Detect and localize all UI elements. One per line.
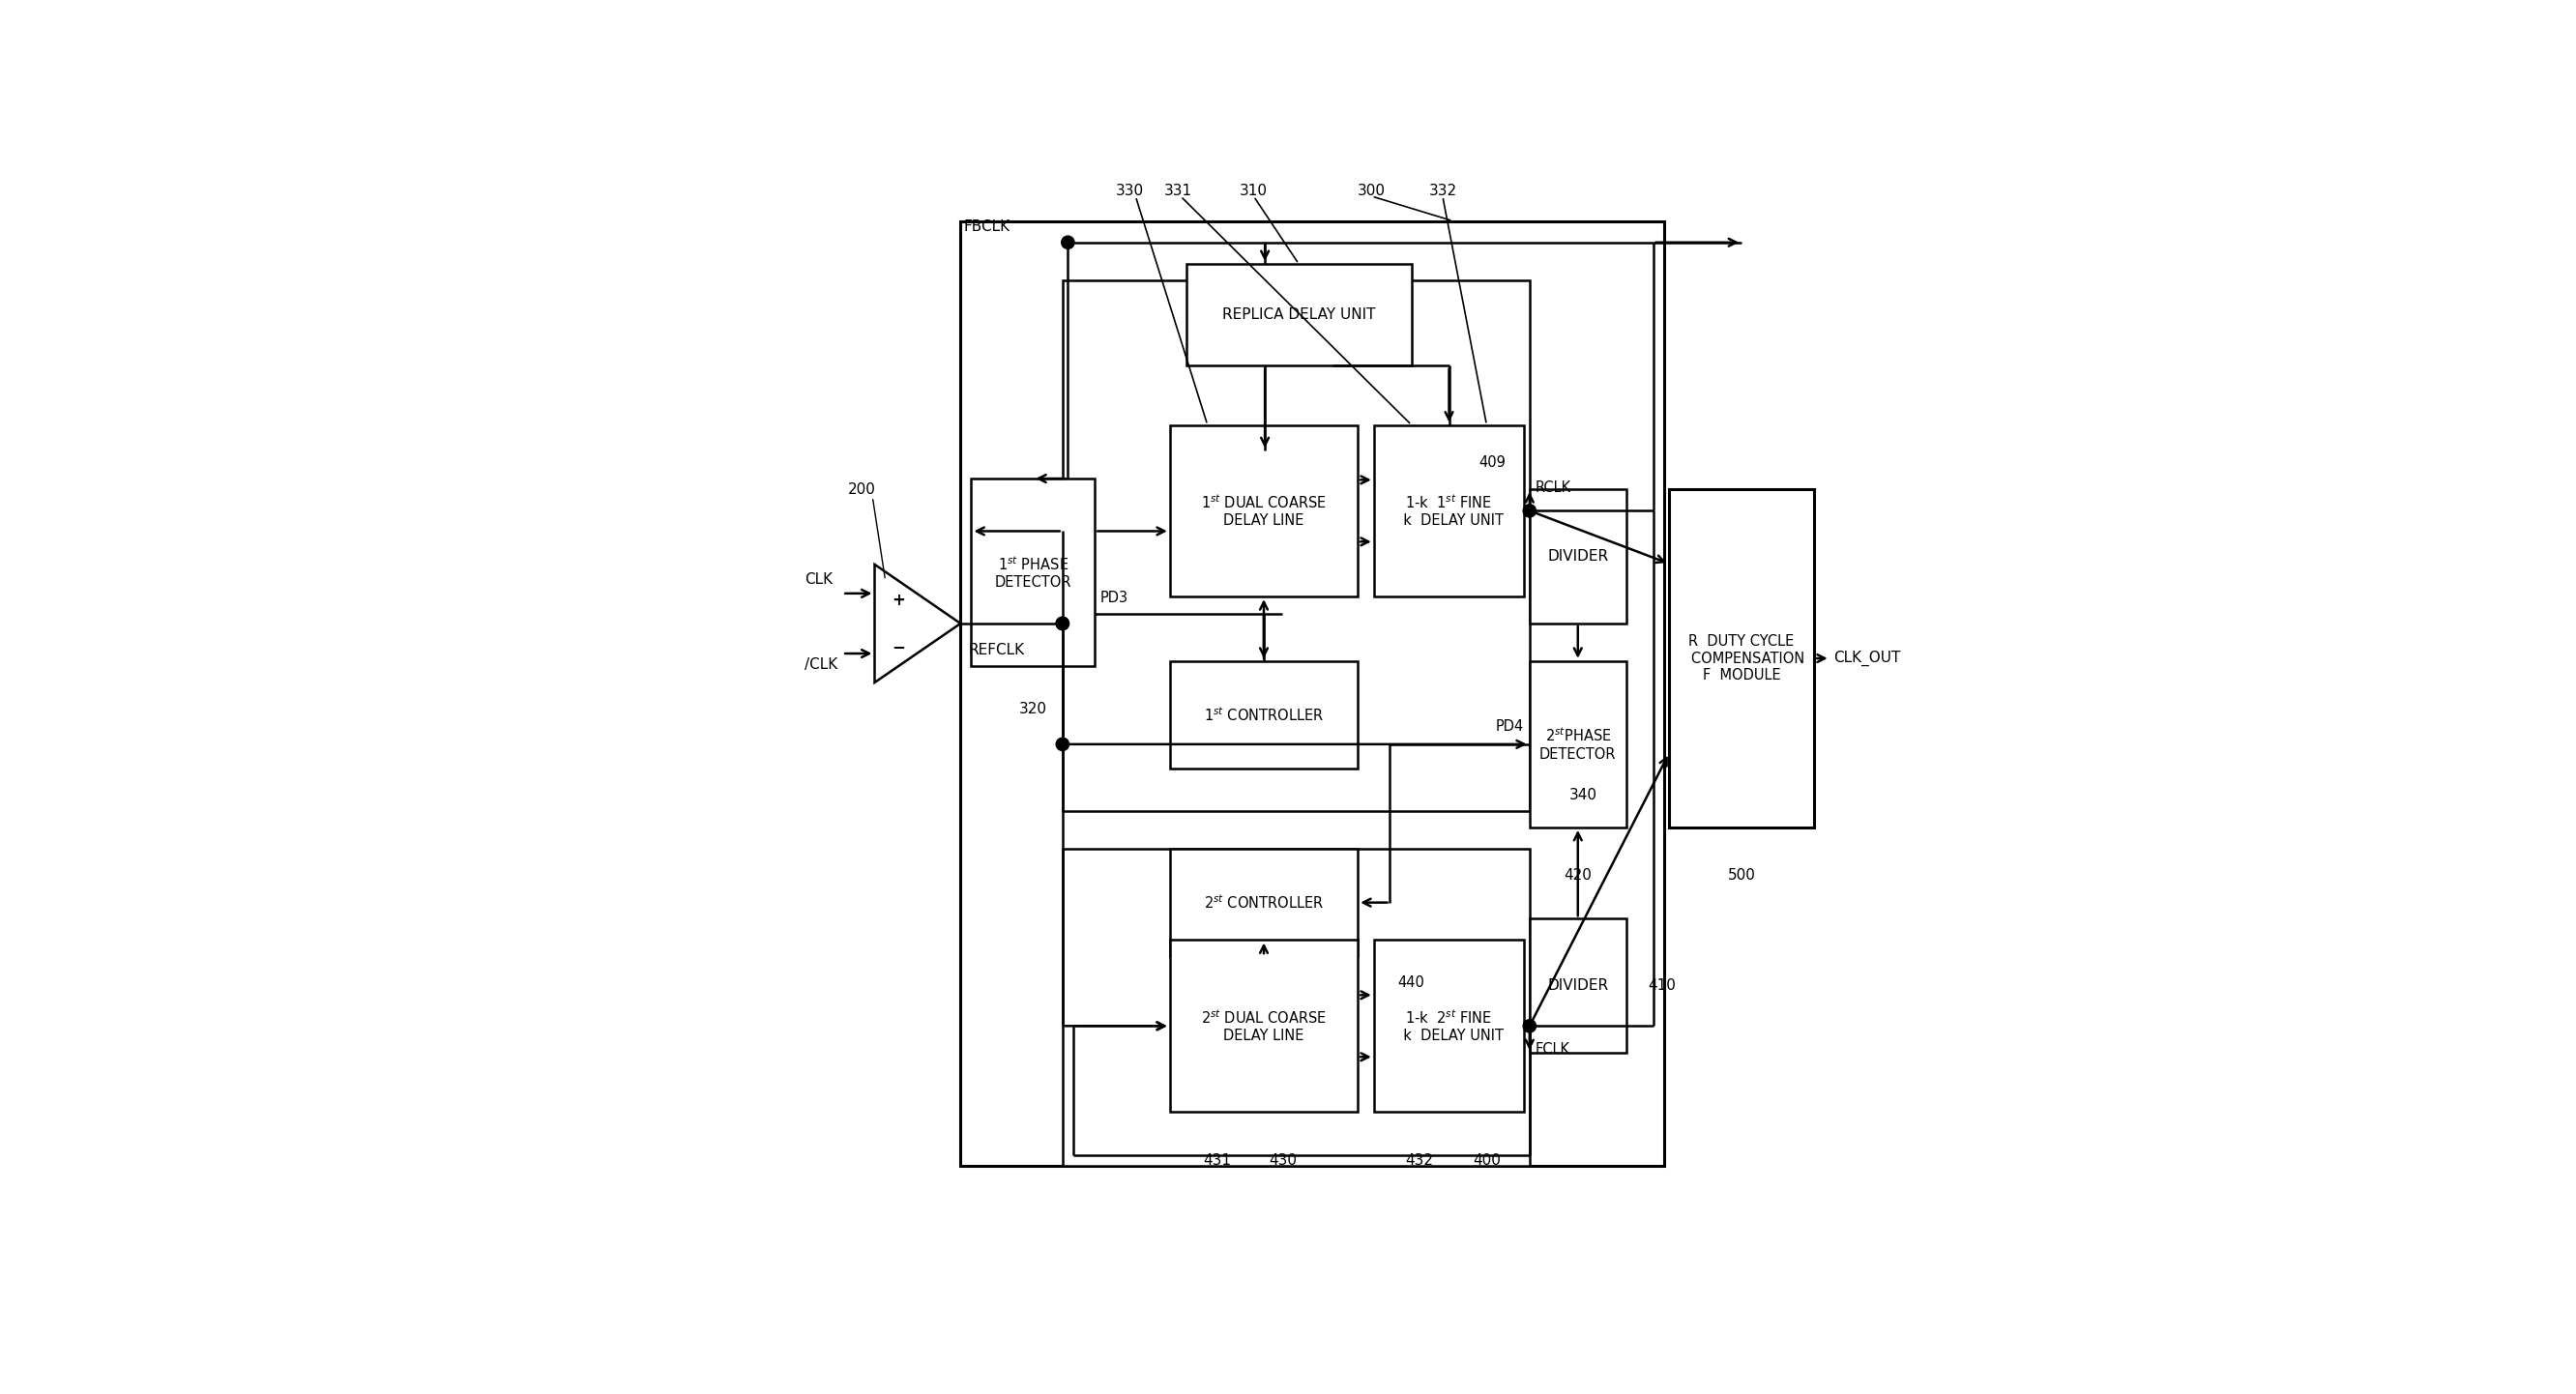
Text: 2$^{st}$PHASE
DETECTOR: 2$^{st}$PHASE DETECTOR	[1540, 726, 1615, 761]
Text: 420: 420	[1564, 868, 1592, 882]
Bar	[1170, 849, 1358, 956]
Circle shape	[1522, 505, 1535, 517]
Text: 332: 332	[1430, 184, 1455, 198]
Text: PD4: PD4	[1497, 719, 1525, 733]
Text: CLK: CLK	[804, 572, 832, 587]
Text: 432: 432	[1404, 1153, 1432, 1167]
Text: 1-k  1$^{st}$ FINE
  k  DELAY UNIT: 1-k 1$^{st}$ FINE k DELAY UNIT	[1394, 493, 1504, 528]
Circle shape	[1061, 236, 1074, 250]
Text: CLK_OUT: CLK_OUT	[1834, 651, 1901, 666]
Bar	[961, 220, 1664, 1165]
Bar	[1373, 425, 1525, 597]
Text: RCLK: RCLK	[1535, 480, 1571, 495]
Polygon shape	[876, 565, 961, 683]
Bar	[1373, 940, 1525, 1112]
Text: 200: 200	[848, 482, 876, 496]
Text: 330: 330	[1115, 184, 1144, 198]
Text: DIVIDER: DIVIDER	[1548, 549, 1607, 563]
Bar	[1170, 425, 1358, 597]
Bar	[1530, 661, 1625, 828]
Text: 500: 500	[1728, 868, 1757, 882]
Text: 300: 300	[1358, 184, 1386, 198]
Text: 431: 431	[1203, 1153, 1231, 1167]
Circle shape	[1522, 1019, 1535, 1033]
Text: 1-k  2$^{st}$ FINE
  k  DELAY UNIT: 1-k 2$^{st}$ FINE k DELAY UNIT	[1394, 1008, 1504, 1044]
Bar	[1170, 940, 1358, 1112]
Text: REFCLK: REFCLK	[969, 643, 1025, 658]
Text: +: +	[891, 591, 904, 609]
Circle shape	[1056, 737, 1069, 750]
Bar	[1669, 489, 1814, 828]
Text: /CLK: /CLK	[804, 657, 837, 672]
Text: REPLICA DELAY UNIT: REPLICA DELAY UNIT	[1221, 308, 1376, 322]
Bar	[1170, 661, 1358, 768]
Text: 400: 400	[1473, 1153, 1502, 1167]
Text: 409: 409	[1479, 456, 1504, 470]
Bar	[1185, 263, 1412, 365]
Text: FCLK: FCLK	[1535, 1043, 1569, 1057]
Text: 310: 310	[1239, 184, 1267, 198]
Text: 1$^{st}$ CONTROLLER: 1$^{st}$ CONTROLLER	[1203, 705, 1324, 723]
Text: 410: 410	[1649, 979, 1674, 993]
Text: −: −	[891, 638, 904, 655]
Bar	[971, 478, 1095, 666]
Bar	[1530, 919, 1625, 1052]
Text: 440: 440	[1399, 976, 1425, 990]
Text: 2$^{st}$ CONTROLLER: 2$^{st}$ CONTROLLER	[1203, 894, 1324, 912]
Bar	[1061, 849, 1530, 1165]
Text: 340: 340	[1569, 788, 1597, 803]
Text: 331: 331	[1164, 184, 1193, 198]
Text: 320: 320	[1020, 703, 1046, 717]
Text: 1$^{st}$ PHASE
DETECTOR: 1$^{st}$ PHASE DETECTOR	[994, 555, 1072, 590]
Text: DIVIDER: DIVIDER	[1548, 979, 1607, 993]
Circle shape	[1056, 618, 1069, 630]
Text: 2$^{st}$ DUAL COARSE
DELAY LINE: 2$^{st}$ DUAL COARSE DELAY LINE	[1200, 1008, 1327, 1044]
Circle shape	[1056, 618, 1069, 630]
Text: R  DUTY CYCLE
   COMPENSATION
F  MODULE: R DUTY CYCLE COMPENSATION F MODULE	[1677, 634, 1806, 683]
Bar	[1061, 280, 1530, 811]
Text: FBCLK: FBCLK	[963, 219, 1010, 234]
Bar	[1530, 489, 1625, 623]
Text: 1$^{st}$ DUAL COARSE
DELAY LINE: 1$^{st}$ DUAL COARSE DELAY LINE	[1200, 493, 1327, 528]
Text: 430: 430	[1267, 1153, 1296, 1167]
Text: PD3: PD3	[1100, 591, 1128, 605]
